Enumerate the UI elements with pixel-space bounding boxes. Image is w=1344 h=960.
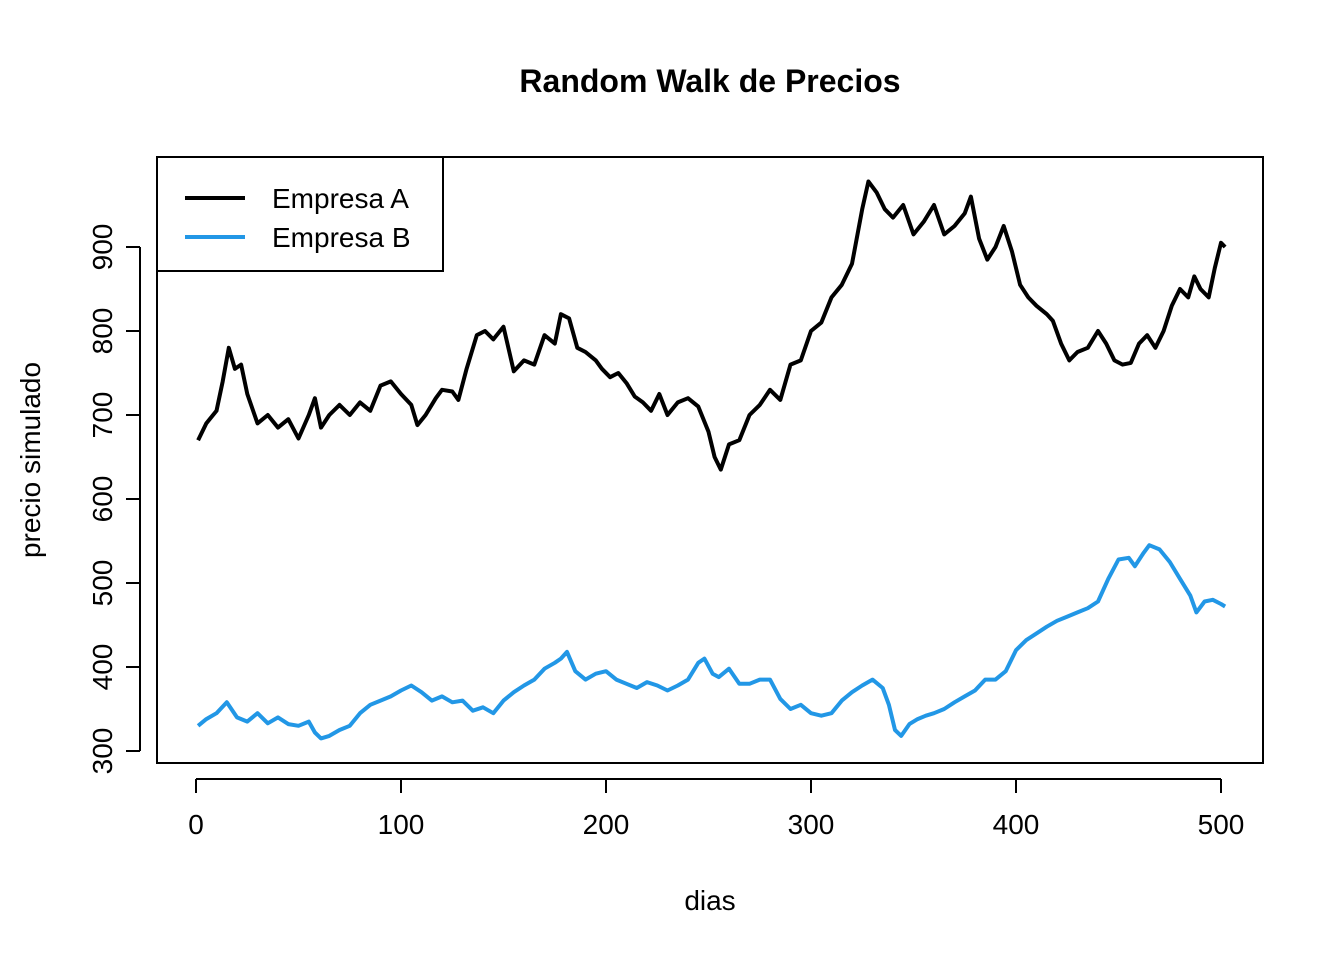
y-tick-label-500: 500 <box>87 560 118 607</box>
legend-box <box>156 156 444 272</box>
y-tick-label-800: 800 <box>87 308 118 355</box>
x-tick-label-100: 100 <box>378 809 425 840</box>
y-tick-label-700: 700 <box>87 392 118 439</box>
legend-label-empresa-a: Empresa A <box>272 183 409 214</box>
plot-frame <box>156 156 1264 764</box>
y-tick-label-300: 300 <box>87 728 118 775</box>
y-axis-label: precio simulado <box>15 362 46 558</box>
x-tick-label-400: 400 <box>993 809 1040 840</box>
x-tick-label-300: 300 <box>788 809 835 840</box>
x-tick-label-500: 500 <box>1198 809 1245 840</box>
y-axis: 300 400 500 600 700 800 900 <box>87 224 141 775</box>
x-tick-label-200: 200 <box>583 809 630 840</box>
x-axis: 0 100 200 300 400 500 <box>188 778 1245 840</box>
x-tick-label-0: 0 <box>188 809 204 840</box>
chart-title: Random Walk de Precios <box>519 63 900 99</box>
x-axis-label: dias <box>684 885 735 916</box>
y-tick-label-900: 900 <box>87 224 118 271</box>
series-line-empresa-a <box>196 179 1227 472</box>
series-line-empresa-b <box>196 543 1227 741</box>
y-tick-label-400: 400 <box>87 644 118 691</box>
y-tick-label-600: 600 <box>87 476 118 523</box>
legend: Empresa A Empresa B <box>156 156 444 272</box>
legend-label-empresa-b: Empresa B <box>272 222 411 253</box>
series-layer <box>196 179 1227 741</box>
